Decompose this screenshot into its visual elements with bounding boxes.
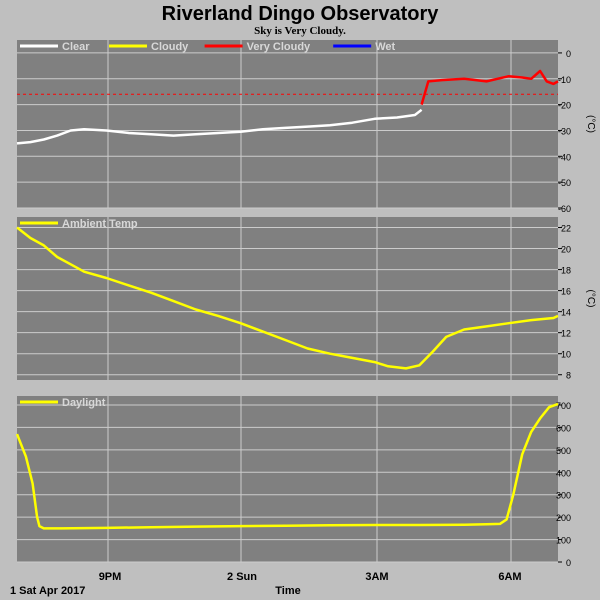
y-tick-label-sky: -20 [558, 101, 571, 111]
plot-area-ambient [17, 217, 558, 380]
y-tick-label-ambient: 14 [561, 308, 571, 318]
y-tick-label-daylight: 600 [556, 423, 571, 433]
x-tick-label: 6AM [498, 571, 521, 583]
y-tick-label-daylight: 500 [556, 446, 571, 456]
plot-area-sky [17, 40, 558, 208]
y-tick-label-ambient: 12 [561, 329, 571, 339]
y-tick-label-sky: -40 [558, 152, 571, 162]
y-tick-label-ambient: 10 [561, 350, 571, 360]
y-tick-label-daylight: 400 [556, 468, 571, 478]
chart-subtitle: Sky is Very Cloudy. [254, 25, 346, 37]
series-line-daylight [15, 402, 559, 530]
plot-area-daylight [17, 396, 558, 562]
y-tick-label-sky: 0 [566, 49, 571, 59]
legend-label: Daylight [62, 397, 106, 409]
legend-label: Very Cloudy [247, 41, 311, 53]
y-tick-label-daylight: 100 [556, 536, 571, 546]
y-tick-label-ambient: 16 [561, 287, 571, 297]
x-tick-label: 2 Sun [227, 571, 257, 583]
y-tick-label-daylight: 300 [556, 491, 571, 501]
legend-label: Ambient Temp [62, 218, 138, 230]
legend-label: Clear [62, 41, 90, 53]
legend-label: Wet [375, 41, 395, 53]
y-tick-label-sky: -60 [558, 204, 571, 214]
x-axis-start-label: 1 Sat Apr 2017 [10, 585, 85, 597]
x-tick-label: 9PM [99, 571, 122, 583]
y-unit-label: (°C) [585, 115, 596, 133]
series-line-very-cloudy [420, 69, 559, 105]
x-axis-title: Time [275, 585, 300, 597]
series-line-clear [16, 108, 423, 145]
x-tick-label: 3AM [365, 571, 388, 583]
legend-label: Cloudy [151, 41, 189, 53]
chart-title: Riverland Dingo Observatory [162, 3, 440, 25]
y-tick-label-daylight: 200 [556, 513, 571, 523]
y-tick-label-sky: -10 [558, 75, 571, 85]
y-tick-label-ambient: 18 [561, 266, 571, 276]
y-unit-label: (°C) [585, 290, 596, 308]
y-tick-label-ambient: 20 [561, 245, 571, 255]
y-tick-label-sky: -30 [558, 126, 571, 136]
series-line-ambient-temp [16, 226, 559, 370]
y-tick-label-ambient: 22 [561, 224, 571, 234]
y-tick-label-sky: -50 [558, 178, 571, 188]
y-tick-label-daylight: 0 [566, 558, 571, 568]
y-tick-label-daylight: 700 [556, 401, 571, 411]
y-tick-label-ambient: 8 [566, 371, 571, 381]
